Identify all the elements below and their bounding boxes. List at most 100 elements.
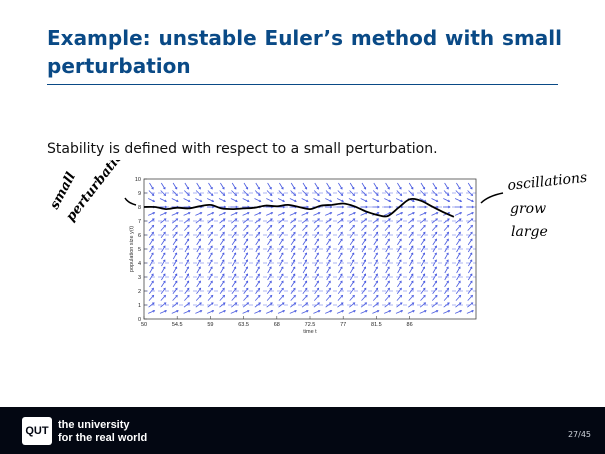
field-arrow-head bbox=[329, 211, 333, 215]
field-arrow-head bbox=[363, 273, 367, 277]
field-arrow bbox=[208, 252, 213, 260]
field-arrow-head bbox=[282, 309, 286, 313]
field-arrow bbox=[396, 225, 402, 231]
field-arrow-head bbox=[152, 302, 155, 305]
field-arrow-head bbox=[422, 280, 426, 284]
field-arrow bbox=[456, 238, 461, 246]
field-arrow-head bbox=[458, 273, 461, 276]
field-arrow bbox=[432, 252, 437, 260]
field-arrow bbox=[314, 182, 319, 190]
field-arrow bbox=[456, 252, 461, 260]
field-arrow-head bbox=[399, 266, 402, 269]
field-arrow-head bbox=[387, 273, 390, 276]
field-arrow bbox=[420, 231, 426, 239]
field-arrow bbox=[326, 182, 331, 190]
field-arrow-head bbox=[186, 259, 189, 262]
field-arrow bbox=[302, 287, 308, 295]
field-arrow bbox=[242, 310, 250, 314]
field-arrow-head bbox=[245, 245, 249, 249]
field-arrow-head bbox=[304, 287, 308, 291]
field-arrow-head bbox=[459, 218, 462, 221]
field-arrow-head bbox=[305, 199, 309, 203]
field-arrow-head bbox=[199, 218, 202, 221]
field-arrow-head bbox=[245, 252, 248, 255]
field-arrow-head bbox=[328, 193, 332, 196]
field-arrow-head bbox=[163, 302, 167, 305]
field-arrow-head bbox=[151, 294, 155, 298]
field-arrow bbox=[420, 287, 426, 295]
field-arrow bbox=[301, 218, 308, 224]
field-arrow-head bbox=[292, 280, 296, 284]
field-arrow-head bbox=[210, 238, 213, 242]
field-arrow-head bbox=[341, 309, 345, 313]
field-arrow-head bbox=[176, 309, 179, 313]
field-arrow-head bbox=[470, 218, 474, 221]
y-tick-label: 0 bbox=[138, 317, 141, 323]
field-arrow-head bbox=[376, 193, 379, 196]
field-arrow bbox=[420, 295, 426, 301]
direction-field bbox=[147, 182, 475, 314]
field-arrow-head bbox=[459, 199, 463, 203]
field-arrow-head bbox=[410, 252, 414, 255]
field-arrow bbox=[159, 310, 167, 314]
field-arrow-head bbox=[269, 287, 272, 291]
field-arrow bbox=[420, 225, 426, 231]
field-arrow-head bbox=[316, 238, 319, 242]
field-arrow-head bbox=[471, 199, 474, 203]
field-arrow-head bbox=[174, 280, 178, 284]
field-arrow bbox=[385, 266, 390, 274]
field-arrow-head bbox=[412, 205, 416, 209]
field-arrow bbox=[325, 310, 332, 314]
field-arrow-head bbox=[222, 193, 226, 196]
field-arrow-head bbox=[222, 238, 225, 242]
field-arrow bbox=[466, 212, 474, 216]
field-arrow-head bbox=[388, 302, 391, 305]
field-arrow-head bbox=[317, 224, 320, 228]
field-arrow-head bbox=[458, 259, 461, 262]
field-arrow-head bbox=[352, 231, 355, 235]
field-arrow-head bbox=[388, 309, 392, 313]
field-arrow bbox=[302, 245, 307, 253]
field-arrow-head bbox=[245, 280, 249, 284]
field-arrow bbox=[255, 266, 260, 274]
field-arrow bbox=[149, 238, 154, 246]
field-arrow bbox=[278, 280, 284, 288]
field-arrow-head bbox=[364, 218, 368, 221]
field-arrow-head bbox=[223, 211, 226, 215]
field-arrow bbox=[326, 252, 331, 260]
field-arrow-head bbox=[434, 245, 437, 248]
field-arrow-head bbox=[340, 294, 344, 298]
field-arrow-head bbox=[458, 252, 461, 255]
field-arrow bbox=[444, 266, 449, 274]
field-arrow bbox=[325, 198, 332, 202]
field-arrow bbox=[196, 182, 201, 190]
field-arrow bbox=[220, 266, 225, 274]
field-arrow-head bbox=[246, 224, 249, 228]
field-arrow-head bbox=[210, 245, 213, 248]
y-tick-label: 9 bbox=[138, 191, 141, 197]
field-arrow bbox=[348, 198, 356, 202]
field-arrow bbox=[195, 218, 202, 224]
field-arrow-head bbox=[234, 224, 237, 228]
field-arrow bbox=[467, 295, 473, 301]
field-arrow bbox=[326, 238, 331, 246]
field-arrow bbox=[397, 182, 402, 190]
field-arrow bbox=[349, 225, 355, 231]
field-arrow-head bbox=[340, 224, 344, 228]
field-arrow-head bbox=[375, 273, 378, 277]
field-arrow-head bbox=[329, 302, 332, 305]
field-arrow-head bbox=[281, 266, 284, 269]
field-arrow-head bbox=[459, 211, 463, 215]
field-arrow bbox=[184, 182, 189, 190]
field-arrow bbox=[231, 287, 237, 295]
field-arrow-head bbox=[294, 309, 297, 313]
field-arrow bbox=[183, 212, 191, 216]
field-arrow-head bbox=[446, 259, 449, 262]
field-arrow-head bbox=[458, 231, 461, 235]
x-tick-label: 54.5 bbox=[172, 322, 183, 328]
field-arrow bbox=[314, 280, 319, 288]
field-arrow-head bbox=[458, 224, 462, 228]
field-arrow-head bbox=[235, 199, 238, 203]
field-arrow-head bbox=[174, 273, 178, 276]
field-arrow-head bbox=[257, 238, 260, 242]
